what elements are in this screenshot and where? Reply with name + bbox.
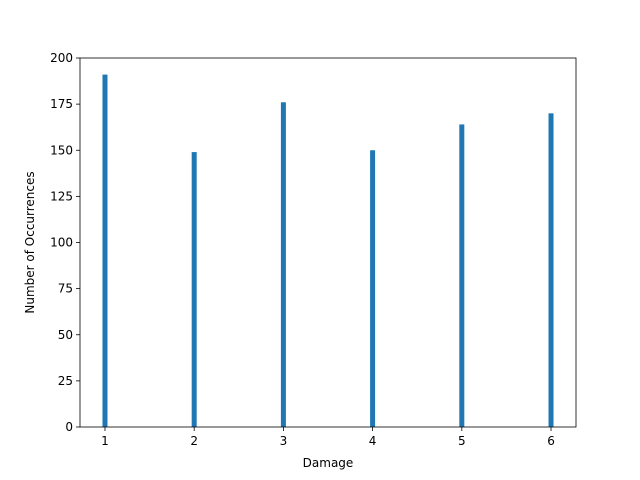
y-tick-label: 50 bbox=[58, 328, 73, 342]
bar-damage-4 bbox=[370, 150, 376, 427]
x-axis-label: Damage bbox=[303, 456, 354, 470]
x-tick-label: 5 bbox=[458, 434, 466, 448]
bar-damage-2 bbox=[191, 152, 197, 427]
y-tick-label: 125 bbox=[50, 189, 73, 203]
x-tick-label: 3 bbox=[280, 434, 288, 448]
bars-group bbox=[102, 74, 554, 428]
x-tick-label: 1 bbox=[101, 434, 109, 448]
x-tick-label: 4 bbox=[369, 434, 377, 448]
y-tick-label: 200 bbox=[50, 51, 73, 65]
bar-damage-5 bbox=[459, 124, 465, 428]
y-tick-label: 75 bbox=[58, 282, 73, 296]
x-tick-label: 6 bbox=[547, 434, 555, 448]
y-axis-label: Number of Occurrences bbox=[23, 171, 37, 313]
bar-damage-3 bbox=[280, 102, 286, 427]
bar-damage-6 bbox=[548, 113, 554, 427]
y-axis-ticks: 0 25 50 75 100 125 150 175 200 bbox=[50, 51, 80, 434]
y-tick-label: 150 bbox=[50, 143, 73, 157]
y-tick-label: 100 bbox=[50, 236, 73, 250]
y-tick-label: 175 bbox=[50, 97, 73, 111]
x-axis-ticks: 1 2 3 4 5 6 bbox=[101, 427, 555, 448]
plot-frame bbox=[79, 57, 577, 428]
x-tick-label: 2 bbox=[190, 434, 198, 448]
y-tick-label: 0 bbox=[65, 420, 73, 434]
y-tick-label: 25 bbox=[58, 374, 73, 388]
bar-damage-1 bbox=[102, 74, 108, 427]
